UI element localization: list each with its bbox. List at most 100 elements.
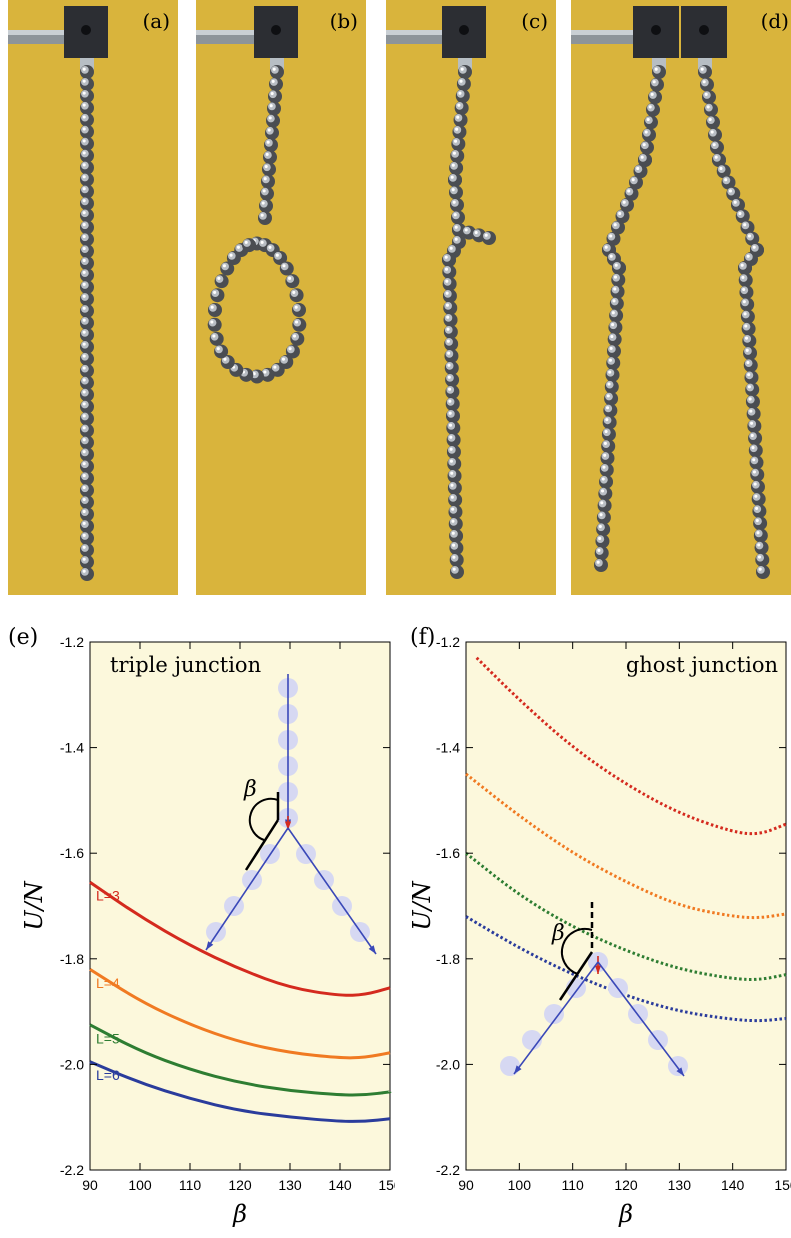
- bead: [80, 65, 94, 79]
- y-tick-label: -1.8: [436, 951, 460, 967]
- bead: [604, 392, 618, 406]
- x-tick-label: 140: [721, 1177, 745, 1193]
- bead: [739, 285, 753, 299]
- bead: [698, 65, 712, 79]
- bead: [270, 65, 284, 79]
- bead: [704, 103, 718, 117]
- x-tick-label: 130: [668, 1177, 692, 1193]
- inset-bead: [242, 870, 262, 890]
- bead: [80, 244, 94, 258]
- bead: [608, 332, 622, 346]
- bead: [80, 519, 94, 533]
- bead: [80, 173, 94, 187]
- bead: [482, 231, 496, 245]
- bead: [600, 451, 614, 465]
- bead: [208, 318, 222, 332]
- bead: [208, 303, 222, 317]
- bead: [80, 340, 94, 354]
- bead: [742, 334, 756, 348]
- photo-d-svg: (d): [571, 0, 791, 595]
- photo-panel-c: (c): [386, 0, 556, 595]
- bead: [447, 445, 461, 459]
- rod-highlight: [571, 30, 641, 35]
- bead: [280, 262, 294, 276]
- bead: [80, 328, 94, 342]
- bead: [652, 65, 666, 79]
- bead: [214, 344, 228, 358]
- bead: [750, 468, 764, 482]
- bead: [599, 475, 613, 489]
- x-tick-label: 140: [328, 1177, 352, 1193]
- bead: [611, 273, 625, 287]
- bead: [261, 175, 275, 189]
- photo-panel-a: (a): [8, 0, 178, 595]
- bead: [603, 415, 617, 429]
- bead: [445, 361, 459, 375]
- bead: [269, 77, 283, 91]
- bead: [80, 471, 94, 485]
- bead: [644, 115, 658, 129]
- y-tick-label: -1.2: [60, 634, 84, 650]
- bead: [80, 232, 94, 246]
- y-tick-label: -1.2: [436, 634, 460, 650]
- bead: [606, 356, 620, 370]
- bead: [80, 89, 94, 103]
- bead: [448, 469, 462, 483]
- bead: [640, 140, 654, 154]
- bead: [446, 421, 460, 435]
- x-axis-label: β: [618, 1200, 633, 1228]
- bead: [80, 412, 94, 426]
- y-tick-label: -1.8: [60, 951, 84, 967]
- bead: [80, 483, 94, 497]
- y-tick-label: -2.0: [60, 1056, 84, 1072]
- bead: [80, 256, 94, 270]
- bead: [264, 138, 278, 152]
- bead: [740, 297, 754, 311]
- bead: [442, 253, 456, 267]
- bead: [598, 499, 612, 513]
- bead: [710, 140, 724, 154]
- bead: [700, 78, 714, 92]
- bead: [446, 397, 460, 411]
- bead: [449, 529, 463, 543]
- bead: [754, 529, 768, 543]
- panel-label-e: (e): [8, 625, 38, 650]
- bead: [259, 199, 273, 213]
- bead: [458, 65, 472, 79]
- bead: [80, 507, 94, 521]
- bead: [600, 463, 614, 477]
- bead: [266, 114, 280, 128]
- y-tick-label: -1.6: [436, 845, 460, 861]
- plot-area: [466, 642, 786, 1170]
- bead: [706, 115, 720, 129]
- bead: [263, 150, 277, 164]
- bead: [755, 553, 769, 567]
- bead: [449, 186, 463, 200]
- bead: [642, 128, 656, 142]
- bead-chain: [80, 65, 94, 581]
- bead: [448, 505, 462, 519]
- series-label: L=4: [96, 975, 120, 991]
- bead: [80, 424, 94, 438]
- bead: [702, 90, 716, 104]
- bead: [611, 285, 625, 299]
- bead: [449, 541, 463, 555]
- bead: [741, 310, 755, 324]
- bead: [80, 304, 94, 318]
- bead: [450, 149, 464, 163]
- bead: [80, 316, 94, 330]
- bead: [448, 173, 462, 187]
- bead: [597, 510, 611, 524]
- bead: [605, 380, 619, 394]
- bead: [80, 459, 94, 473]
- bead: [80, 149, 94, 163]
- bead: [80, 280, 94, 294]
- bead: [80, 268, 94, 282]
- bead: [80, 495, 94, 509]
- bead: [646, 103, 660, 117]
- bead: [80, 77, 94, 91]
- bead: [708, 128, 722, 142]
- bead: [80, 196, 94, 210]
